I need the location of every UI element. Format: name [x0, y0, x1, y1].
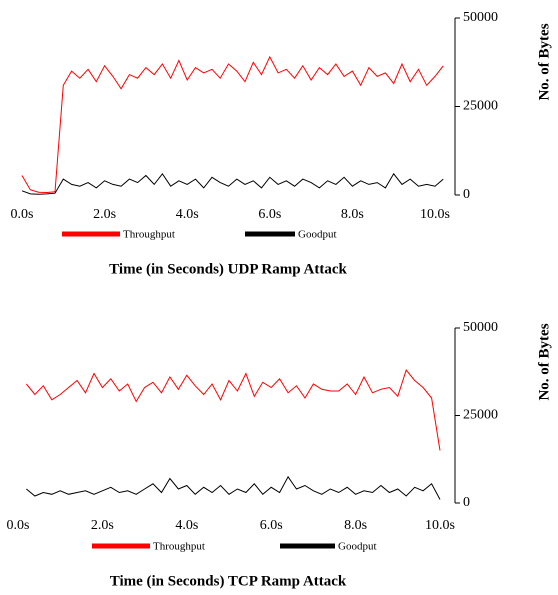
x-tick-label: 10.0s [420, 207, 450, 222]
x-tick-label: 4.0s [175, 518, 198, 533]
series-line [26, 475, 441, 500]
x-tick-label: 2.0s [93, 207, 116, 222]
y-axis-title: No. of Bytes [536, 23, 552, 100]
series-line [26, 368, 441, 451]
x-tick-label: 2.0s [91, 518, 114, 533]
x-tick-label: 4.0s [176, 207, 199, 222]
x-tick-label: 6.0s [258, 207, 281, 222]
y-tick-label: 0 [463, 187, 470, 202]
x-tick-label: 8.0s [344, 518, 367, 533]
series-line [21, 55, 444, 194]
x-tick-label: 6.0s [260, 518, 283, 533]
x-axis-title: Time (in Seconds) TCP Ramp Attack [110, 573, 347, 589]
series-line [21, 172, 444, 195]
legend-label: Goodput [338, 541, 377, 553]
x-tick-label: 0.0s [7, 518, 30, 533]
y-tick-label: 25000 [463, 99, 498, 114]
y-axis-title: No. of Bytes [536, 323, 552, 400]
legend-label: Throughput [153, 541, 205, 553]
y-tick-label: 50000 [463, 320, 498, 335]
x-tick-label: 10.0s [425, 518, 455, 533]
y-tick-label: 50000 [463, 10, 498, 25]
x-tick-label: 0.0s [11, 207, 34, 222]
legend-label: Goodput [298, 229, 337, 241]
y-tick-label: 0 [463, 495, 470, 510]
x-axis-title: Time (in Seconds) UDP Ramp Attack [109, 261, 347, 277]
x-tick-label: 8.0s [341, 207, 364, 222]
legend-label: Throughput [123, 229, 175, 241]
y-tick-label: 25000 [463, 408, 498, 423]
